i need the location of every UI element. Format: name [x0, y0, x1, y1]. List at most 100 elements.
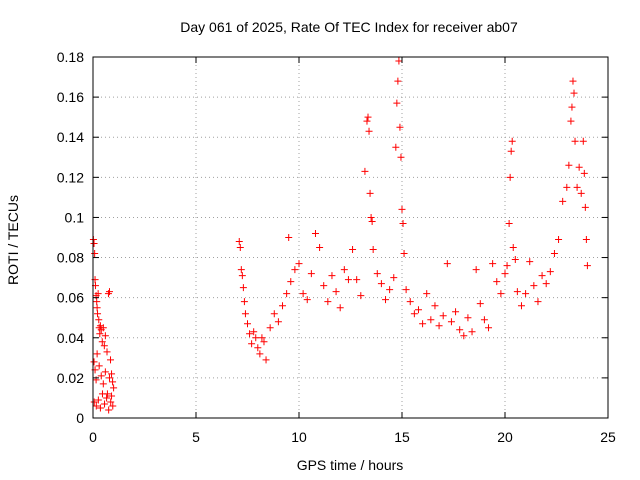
data-point: [369, 246, 377, 254]
data-point: [307, 270, 315, 278]
data-point: [311, 229, 319, 237]
data-point: [456, 326, 464, 334]
y-tick-label: 0.12: [57, 169, 84, 185]
data-point: [254, 344, 262, 352]
data-point: [90, 240, 98, 248]
data-point: [489, 260, 497, 268]
x-tick-label: 15: [394, 429, 410, 445]
data-point: [93, 298, 101, 306]
data-point: [328, 272, 336, 280]
data-point: [320, 282, 328, 290]
data-point: [468, 328, 476, 336]
data-point: [452, 308, 460, 316]
data-point: [103, 394, 111, 402]
data-point: [583, 262, 591, 270]
data-point: [97, 372, 105, 380]
data-point: [399, 219, 407, 227]
y-tick-label: 0.16: [57, 89, 84, 105]
data-point: [580, 169, 588, 177]
data-point: [568, 103, 576, 111]
data-point: [392, 143, 400, 151]
data-point: [105, 406, 113, 414]
data-point: [266, 324, 274, 332]
y-tick-label: 0.14: [57, 129, 84, 145]
data-point: [96, 404, 104, 412]
data-point: [235, 238, 243, 246]
data-point: [538, 272, 546, 280]
data-point: [101, 368, 109, 376]
data-point: [98, 338, 106, 346]
data-point: [262, 356, 270, 364]
data-point: [279, 302, 287, 310]
data-point: [107, 398, 115, 406]
data-point: [239, 284, 247, 292]
data-point: [94, 290, 102, 298]
data-point: [287, 278, 295, 286]
data-point: [108, 370, 116, 378]
data-point: [303, 296, 311, 304]
data-point: [90, 358, 98, 366]
y-tick-label: 0.02: [57, 370, 84, 386]
data-point: [390, 274, 398, 282]
data-point: [517, 302, 525, 310]
data-point: [295, 260, 303, 268]
data-point: [101, 332, 109, 340]
data-point: [96, 330, 104, 338]
y-tick-label: 0.1: [65, 209, 85, 225]
data-points: [89, 57, 591, 414]
data-point: [386, 286, 394, 294]
data-point: [274, 318, 282, 326]
data-point: [364, 113, 372, 121]
data-point: [299, 290, 307, 298]
data-point: [238, 272, 246, 280]
data-point: [366, 189, 374, 197]
data-point: [443, 260, 451, 268]
data-point: [395, 57, 403, 65]
data-point: [291, 266, 299, 274]
data-point: [480, 316, 488, 324]
data-point: [105, 288, 113, 296]
data-point: [530, 282, 538, 290]
data-point: [250, 328, 258, 336]
x-axis-ticks: 0 5 10 15 20 25: [89, 57, 616, 445]
data-point: [256, 350, 264, 358]
x-tick-label: 25: [600, 429, 616, 445]
x-axis-label: GPS time / hours: [297, 457, 404, 473]
data-point: [400, 250, 408, 258]
data-point: [396, 123, 404, 131]
data-point: [110, 384, 118, 392]
gridlines: [93, 57, 608, 418]
chart-title: Day 061 of 2025, Rate Of TEC Index for r…: [180, 19, 518, 35]
data-point: [340, 266, 348, 274]
data-point: [398, 205, 406, 213]
data-point: [526, 258, 534, 266]
data-point: [237, 266, 245, 274]
data-point: [244, 320, 251, 328]
data-point: [511, 256, 519, 264]
data-point: [507, 147, 515, 155]
data-point: [447, 318, 455, 326]
data-point: [373, 270, 381, 278]
data-point: [100, 342, 108, 350]
data-point: [542, 280, 550, 288]
data-point: [579, 137, 587, 145]
data-point: [283, 290, 291, 298]
data-point: [394, 77, 402, 85]
data-point: [509, 244, 517, 252]
data-point: [503, 262, 511, 270]
data-point: [410, 310, 418, 318]
data-point: [563, 183, 571, 191]
data-point: [571, 137, 579, 145]
data-point: [427, 316, 435, 324]
data-point: [95, 316, 103, 324]
data-point: [393, 99, 401, 107]
data-point: [260, 338, 268, 346]
x-tick-label: 20: [497, 429, 513, 445]
data-point: [419, 320, 427, 328]
data-point: [105, 374, 113, 382]
data-point: [570, 89, 578, 97]
data-point: [93, 350, 101, 358]
data-point: [565, 161, 573, 169]
data-point: [109, 378, 117, 386]
y-tick-label: 0.04: [57, 330, 84, 346]
